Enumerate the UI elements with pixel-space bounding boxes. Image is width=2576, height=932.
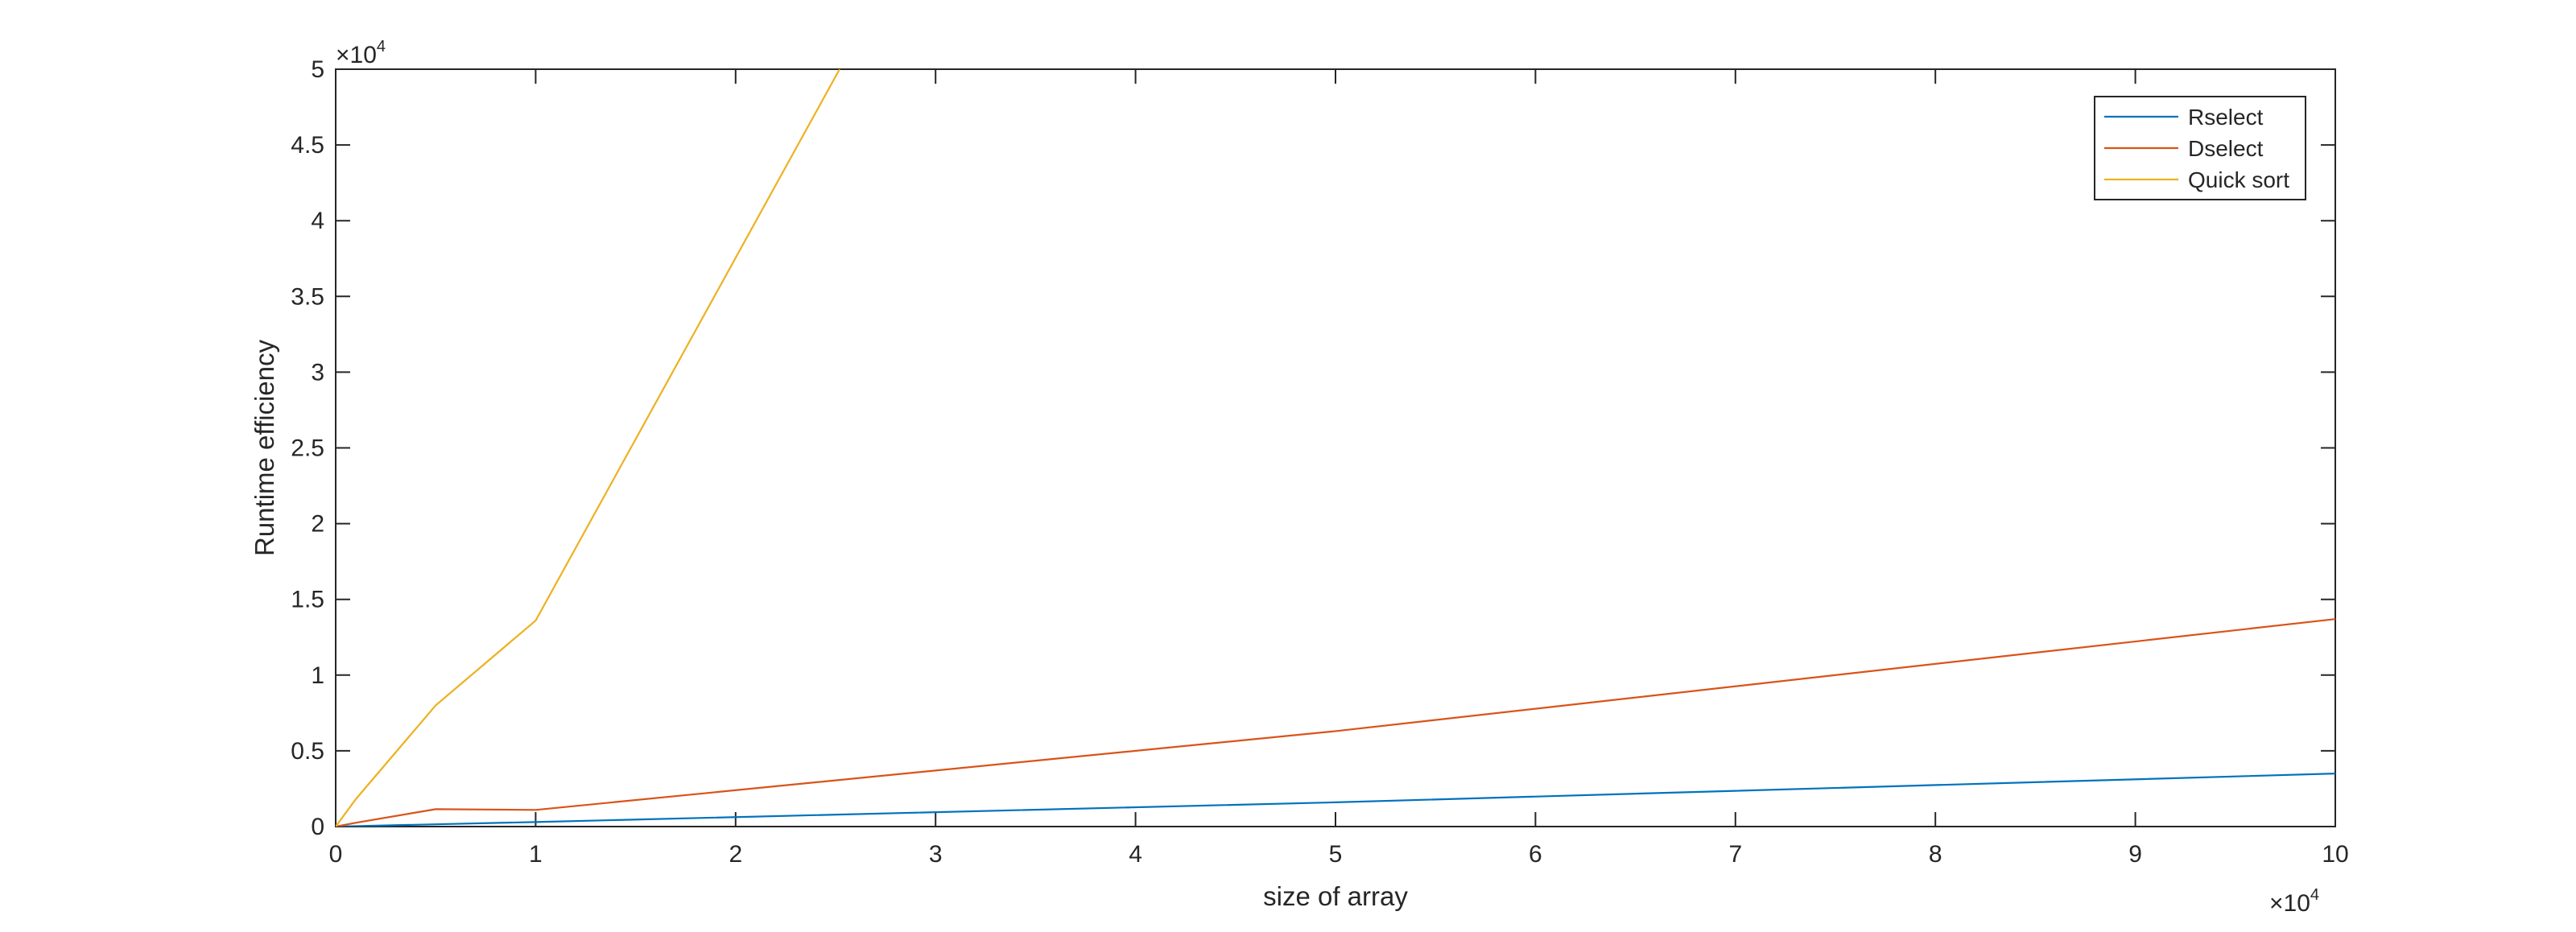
x-tick-label: 10 (2322, 841, 2348, 868)
x-tick-label: 0 (329, 841, 343, 868)
x-tick-label: 6 (1529, 841, 1542, 868)
x-axis-label: size of array (1263, 881, 1408, 911)
y-tick-label: 2.5 (291, 435, 324, 462)
y-tick-label: 5 (311, 56, 324, 83)
legend: Rselect Dselect Quick sort (2094, 96, 2306, 200)
y-tick-label: 4 (311, 208, 324, 234)
y-axis-exponent-power: 4 (377, 38, 386, 56)
series-line-dselect (336, 618, 2335, 827)
x-tick-label: 7 (1728, 841, 1742, 868)
x-axis-exponent: ×104 (2269, 886, 2319, 917)
y-tick-label: 3.5 (291, 283, 324, 310)
y-axis-label: Runtime efficiency (250, 339, 279, 556)
plot-area (335, 68, 2336, 827)
x-tick-label: 2 (729, 841, 742, 868)
y-tick-label: 0.5 (291, 738, 324, 765)
x-tick-label: 3 (929, 841, 943, 868)
legend-items: Rselect Dselect Quick sort (2104, 105, 2289, 192)
y-tick-label: 0 (311, 814, 324, 840)
x-tick-label: 1 (529, 841, 543, 868)
y-tick-label: 1.5 (291, 587, 324, 613)
y-tick-label: 4.5 (291, 132, 324, 159)
x-axis-exponent-base: ×10 (2269, 890, 2310, 917)
legend-label: Rselect (2188, 105, 2264, 130)
y-tick-label: 1 (311, 662, 324, 689)
legend-box (2094, 96, 2306, 200)
x-axis-exponent-power: 4 (2310, 886, 2319, 904)
y-axis-exponent: ×104 (336, 38, 386, 68)
x-tick-label: 5 (1329, 841, 1343, 868)
y-tick-label: 2 (311, 511, 324, 538)
series-line-quick-sort (336, 69, 840, 827)
legend-label: Quick sort (2188, 167, 2289, 192)
y-tick-label: 3 (311, 359, 324, 386)
series-layer (336, 69, 2335, 827)
y-axis-exponent-base: ×10 (336, 42, 377, 68)
legend-label: Dselect (2188, 136, 2264, 161)
ticks-layer: 0 1 2 3 4 5 6 7 8 9 10 0 0.5 1 1.5 2 2.5 3 3.5 4 4.5 5 (291, 56, 2348, 868)
x-tick-label: 8 (1929, 841, 1942, 868)
x-tick-label: 4 (1129, 841, 1142, 868)
x-tick-label: 9 (2128, 841, 2142, 868)
series-line-rselect (336, 773, 2335, 827)
